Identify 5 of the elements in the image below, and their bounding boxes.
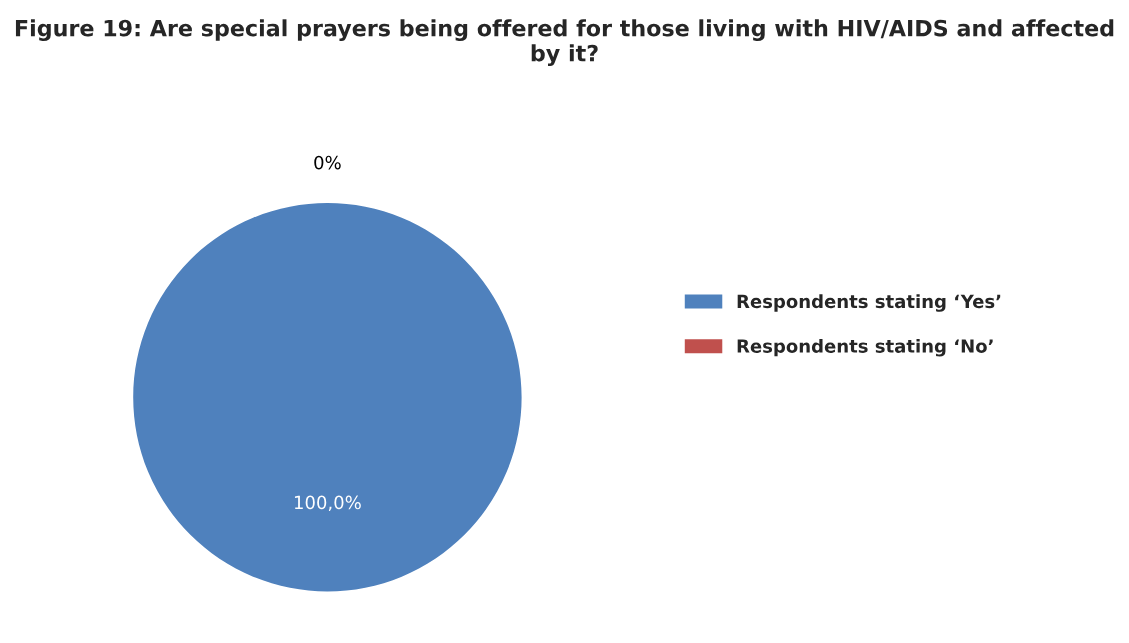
legend-label: Respondents stating ‘No’ xyxy=(737,338,993,357)
text: 0% xyxy=(314,155,341,170)
chart-title: Figure 19: Are special prayers being offered for those living with HIV/AIDS and affected by it? xyxy=(15,19,1114,67)
legend-label: Respondents stating ‘Yes’ xyxy=(737,294,1001,312)
data-label: 100,0% xyxy=(294,495,361,512)
